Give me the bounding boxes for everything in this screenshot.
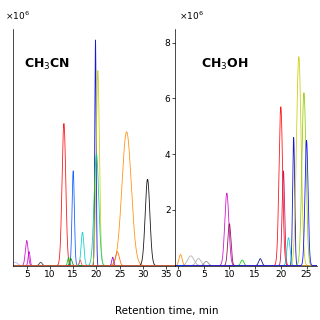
Text: $\times$10$^6$: $\times$10$^6$ <box>179 10 204 22</box>
Text: CH$_3$OH: CH$_3$OH <box>201 57 248 72</box>
Text: Retention time, min: Retention time, min <box>115 306 218 316</box>
Text: CH$_3$CN: CH$_3$CN <box>24 57 70 72</box>
Text: $\times$10$^6$: $\times$10$^6$ <box>5 10 30 22</box>
